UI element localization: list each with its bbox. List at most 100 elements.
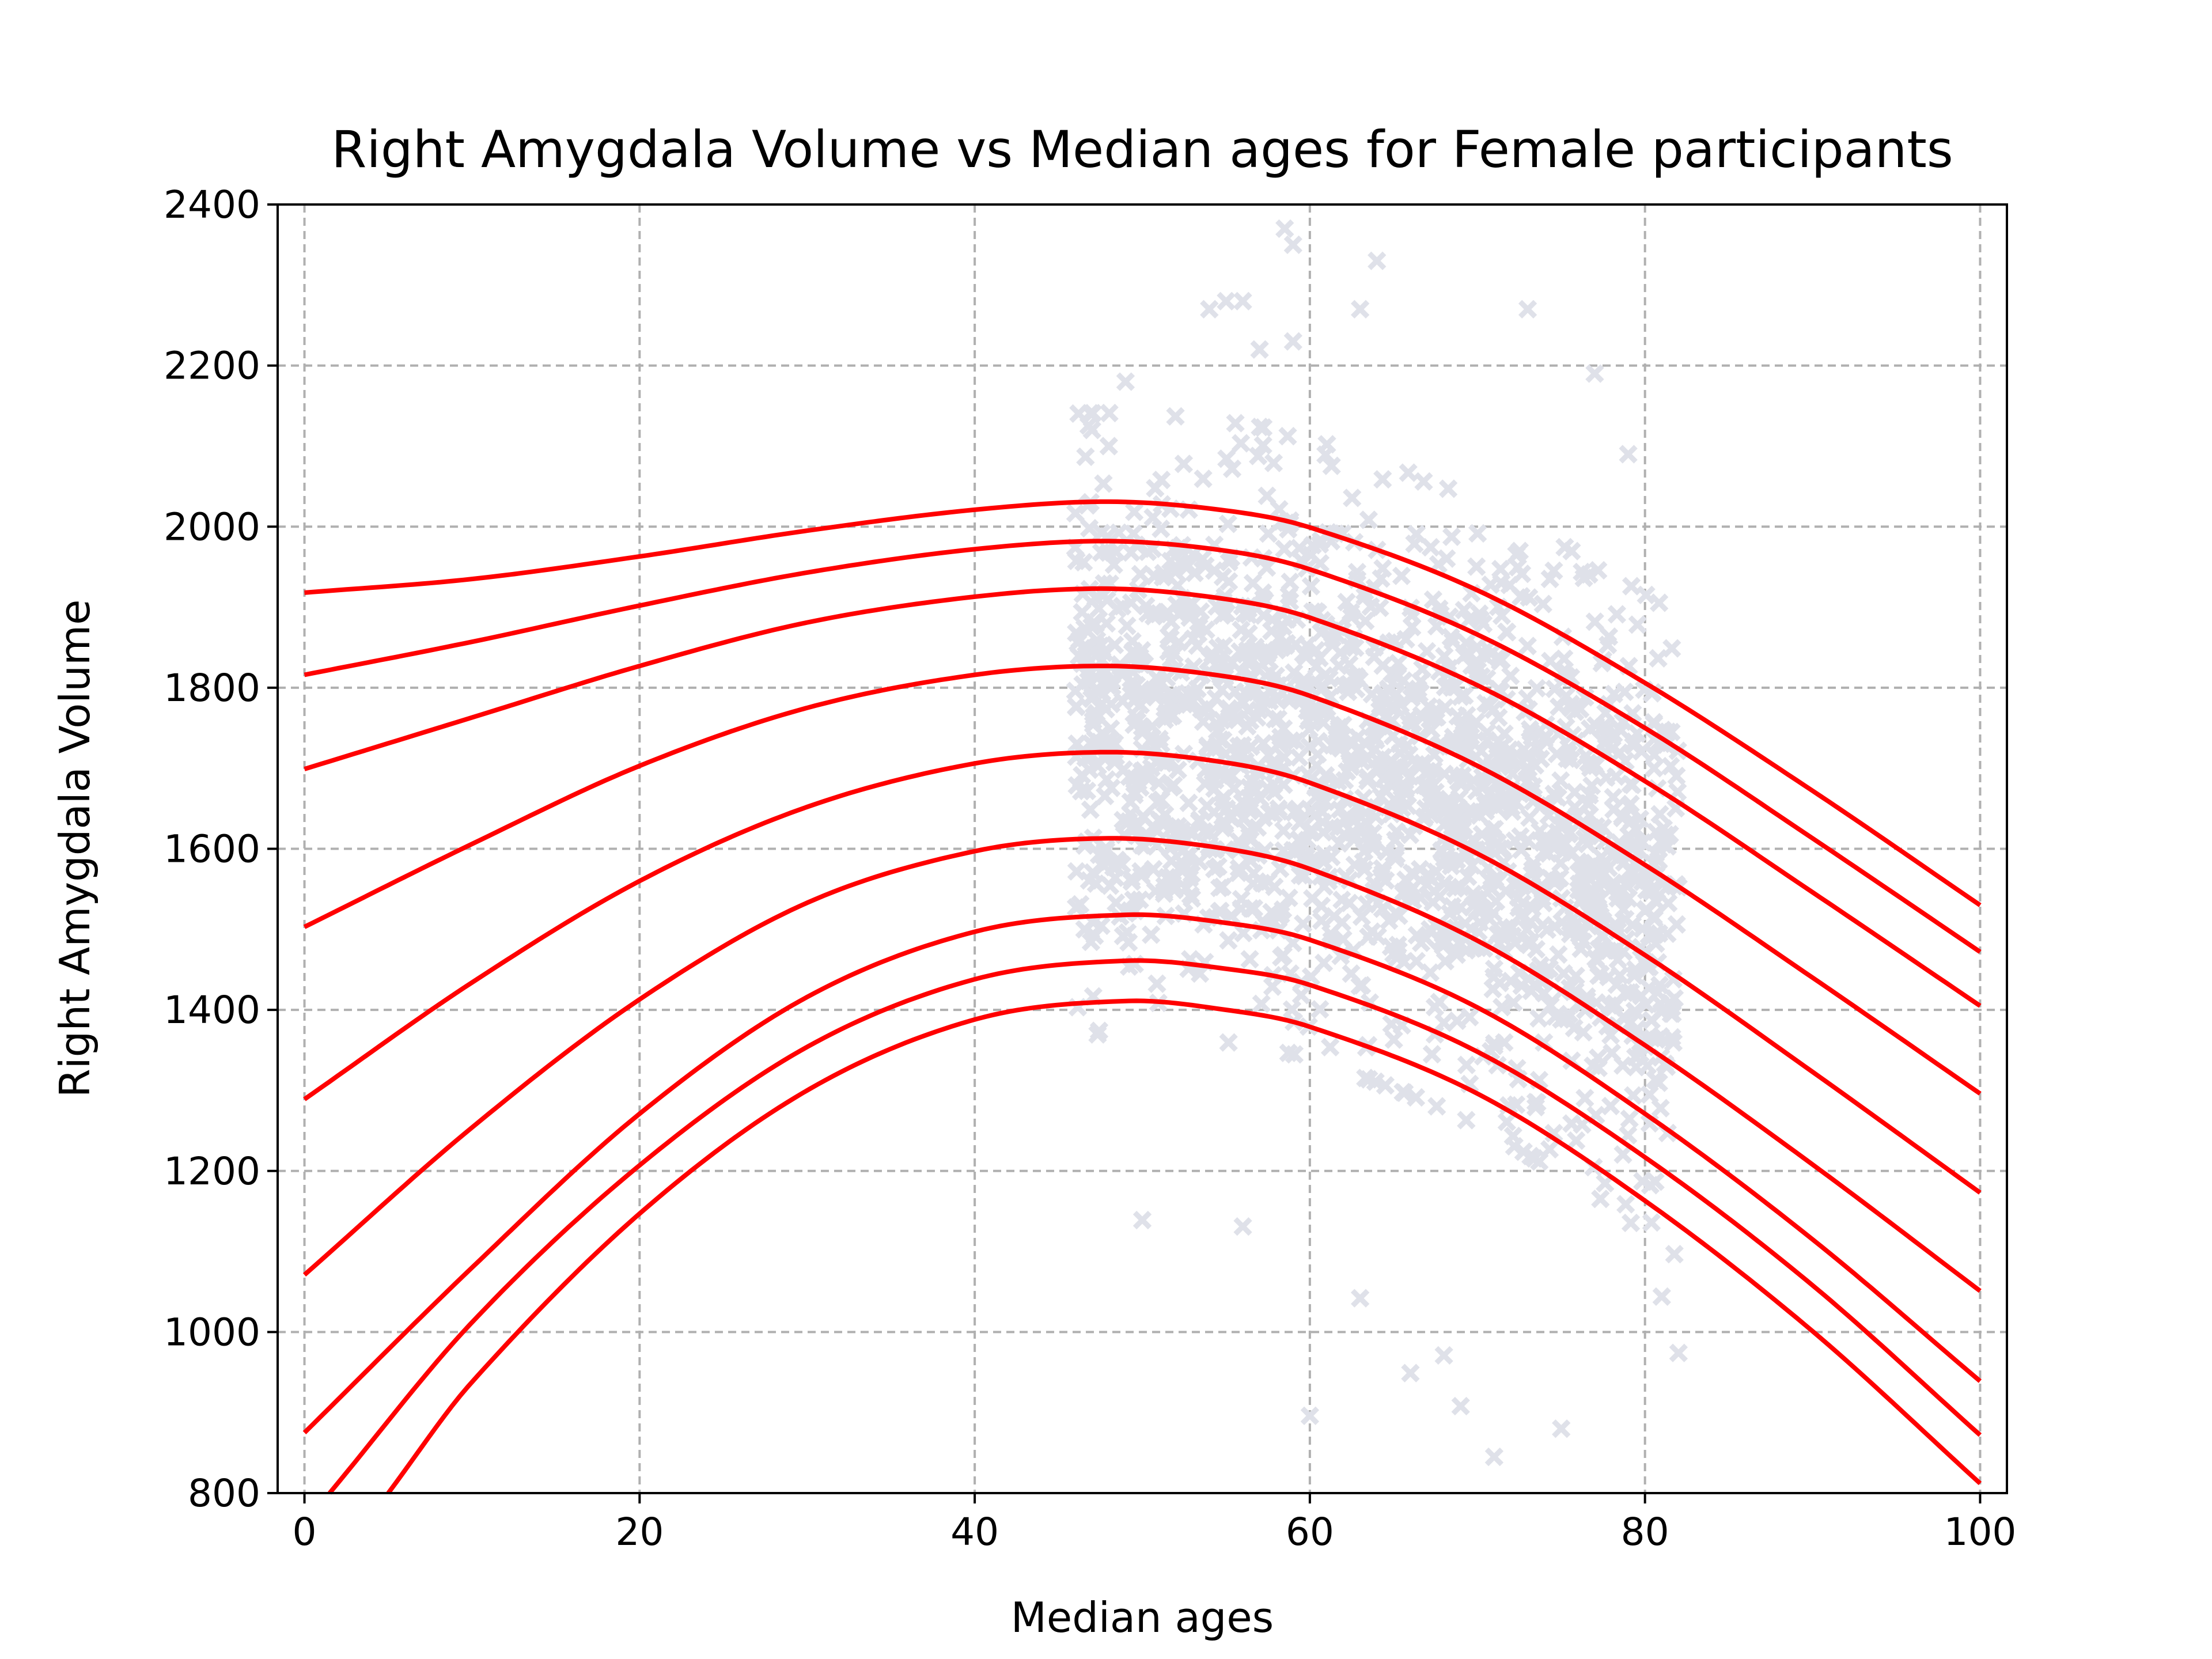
scatter-point xyxy=(1425,998,1445,1017)
scatter-point xyxy=(1476,694,1495,713)
scatter-point xyxy=(1541,831,1560,850)
scatter-point xyxy=(1616,1195,1635,1214)
scatter-point xyxy=(1352,907,1372,926)
scatter-point xyxy=(1067,862,1086,881)
scatter-point xyxy=(1552,889,1571,908)
scatter-point xyxy=(1248,446,1268,465)
scatter-point xyxy=(1522,782,1541,801)
scatter-point xyxy=(1150,812,1169,831)
scatter-point xyxy=(1421,963,1440,982)
scatter-point xyxy=(1175,695,1194,714)
scatter-point xyxy=(1347,667,1366,686)
scatter-point xyxy=(1301,577,1320,596)
scatter-point xyxy=(1274,821,1293,840)
scatter-point xyxy=(1475,939,1494,958)
scatter-point xyxy=(1206,688,1225,708)
scatter-point xyxy=(1382,1014,1401,1033)
scatter-point xyxy=(1067,623,1086,642)
scatter-point xyxy=(1524,854,1543,874)
scatter-point xyxy=(1166,407,1185,426)
scatter-point xyxy=(1244,640,1264,659)
scatter-point xyxy=(1604,800,1623,819)
scatter-point xyxy=(1323,635,1342,654)
scatter-point xyxy=(1143,508,1162,527)
scatter-point xyxy=(1442,678,1461,697)
scatter-point xyxy=(1654,835,1673,854)
scatter-point xyxy=(1665,1245,1684,1264)
scatter-point xyxy=(1264,775,1283,794)
scatter-point xyxy=(1408,684,1427,703)
scatter-point xyxy=(1526,1092,1546,1112)
scatter-point xyxy=(1108,850,1127,869)
scatter-point xyxy=(1094,642,1113,662)
scatter-point xyxy=(1356,611,1375,631)
scatter-point xyxy=(1407,926,1426,945)
scatter-point xyxy=(1541,996,1560,1015)
scatter-point xyxy=(1252,696,1271,715)
scatter-point xyxy=(1562,843,1582,862)
scatter-point xyxy=(1341,603,1361,622)
scatter-point xyxy=(1279,586,1298,605)
scatter-point xyxy=(1662,1028,1681,1047)
scatter-point xyxy=(1446,766,1465,785)
scatter-point xyxy=(1198,738,1217,757)
scatter-point xyxy=(1218,514,1238,533)
scatter-point xyxy=(1169,632,1188,652)
scatter-point xyxy=(1544,561,1563,581)
scatter-point xyxy=(1066,503,1085,523)
scatter-point xyxy=(1283,332,1302,351)
scatter-point xyxy=(1639,979,1658,998)
scatter-point xyxy=(1431,605,1450,624)
scatter-point xyxy=(1555,537,1574,557)
scatter-point xyxy=(1580,786,1599,805)
scatter-point xyxy=(1503,926,1522,945)
scatter-point xyxy=(1069,646,1089,666)
scatter-point xyxy=(1373,559,1392,578)
scatter-point xyxy=(1387,948,1407,968)
scatter-point xyxy=(1350,1289,1370,1308)
scatter-point xyxy=(1308,745,1327,764)
scatter-point xyxy=(1125,782,1144,801)
scatter-point xyxy=(1209,857,1228,876)
scatter-point xyxy=(1585,612,1604,631)
scatter-point xyxy=(1119,812,1138,831)
scatter-point xyxy=(1184,629,1203,648)
x-tick-label: 20 xyxy=(615,1510,664,1554)
scatter-point xyxy=(1222,459,1242,479)
scatter-point xyxy=(1468,661,1487,680)
scatter-point xyxy=(1485,819,1504,839)
scatter-point xyxy=(1241,711,1260,730)
scatter-point xyxy=(1646,1172,1665,1191)
scatter-point xyxy=(1190,810,1209,829)
scatter-point xyxy=(1241,899,1260,918)
scatter-point xyxy=(1520,935,1539,955)
scatter-point xyxy=(1082,421,1101,440)
scatter-point xyxy=(1219,931,1238,950)
scatter-point xyxy=(1522,899,1542,918)
scatter-point xyxy=(1517,920,1537,939)
scatter-point xyxy=(1478,730,1497,750)
scatter-point xyxy=(1511,587,1531,606)
scatter-point xyxy=(1504,993,1523,1012)
scatter-point xyxy=(1281,573,1300,592)
scatter-point xyxy=(1647,866,1666,885)
scatter-point xyxy=(1075,920,1094,939)
scatter-point xyxy=(1283,840,1302,859)
scatter-point xyxy=(1285,1045,1304,1064)
scatter-point xyxy=(1171,552,1190,571)
scatter-point xyxy=(1239,789,1258,808)
scatter-point xyxy=(1557,1009,1577,1029)
scatter-point xyxy=(1134,761,1153,780)
scatter-point xyxy=(1272,948,1291,967)
scatter-point xyxy=(1622,577,1641,596)
scatter-point xyxy=(1435,677,1455,696)
scatter-point xyxy=(1331,643,1350,662)
scatter-point xyxy=(1149,604,1168,624)
scatter-point xyxy=(1285,663,1304,682)
scatter-point xyxy=(1376,1075,1395,1095)
scatter-point xyxy=(1320,1037,1340,1057)
scatter-point xyxy=(1250,340,1269,359)
scatter-point xyxy=(1427,700,1446,719)
scatter-point xyxy=(1453,719,1472,738)
scatter-point xyxy=(1430,662,1449,681)
